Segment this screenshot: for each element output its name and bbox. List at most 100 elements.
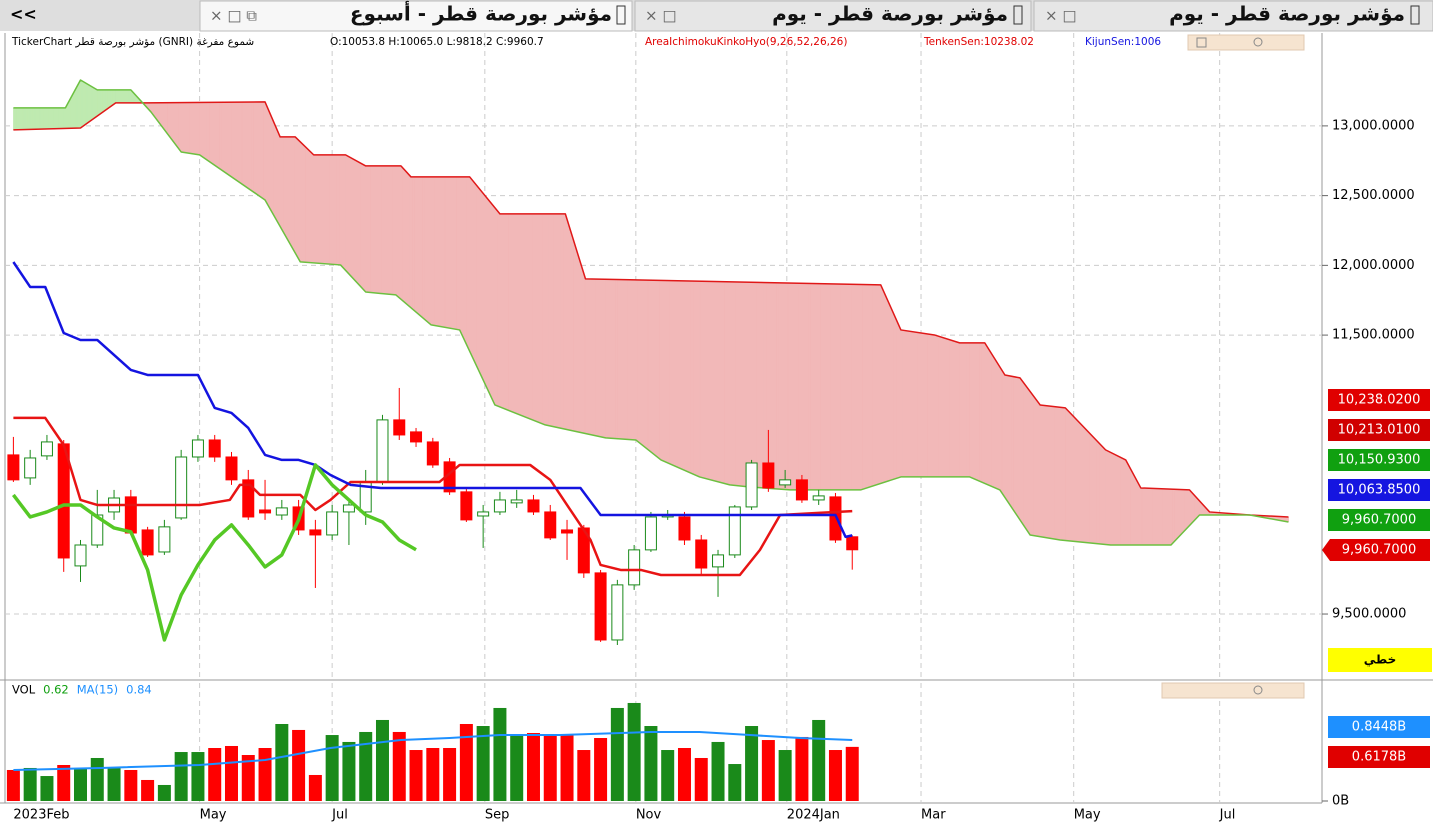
volume-bar [560, 735, 574, 801]
tab-title[interactable]: مؤشر بورصة قطر - يوم [1169, 2, 1405, 26]
volume-bar [543, 735, 557, 801]
x-tick-label: 2024Jan [787, 808, 840, 822]
price-badge-label: 9,960.7000 [1342, 543, 1416, 558]
indicator-line [13, 416, 853, 577]
volume-bar [828, 750, 842, 801]
tab-title[interactable]: مؤشر بورصة قطر - يوم [772, 2, 1008, 26]
price-badge-label: 0.8448B [1352, 720, 1406, 735]
candle-body [326, 511, 339, 536]
tab-icons[interactable]: × □ ⧉ [210, 7, 257, 25]
price-badge [1328, 389, 1430, 411]
candle-body [745, 462, 758, 508]
volume-bar [443, 748, 457, 801]
volume-bar [426, 748, 440, 801]
tab-icons[interactable]: × □ [645, 7, 677, 25]
candle-body [74, 544, 87, 567]
candle-body [24, 457, 37, 479]
volume-bar [577, 750, 591, 801]
tab[interactable] [634, 0, 1032, 32]
volume-bar [526, 733, 540, 801]
candle-body [342, 504, 355, 513]
tab-title[interactable]: مؤشر بورصة قطر - أسبوع [350, 0, 612, 26]
volume-bar [795, 736, 809, 801]
volume-bar [728, 764, 742, 801]
volume-bar [57, 764, 71, 801]
price-badge-label: 10,238.0200 [1338, 393, 1421, 408]
candle-body [40, 441, 53, 457]
price-badge-label: 9,960.7000 [1342, 513, 1416, 528]
candle-body [712, 554, 725, 568]
x-tick-label: Jul [1219, 808, 1236, 822]
candle-body [628, 549, 641, 586]
plot: 13,000.0000 12,500.0000 12,000.0000 11,500.… [0, 33, 1433, 822]
volume-bar [493, 707, 507, 801]
toolbar[interactable] [1187, 34, 1305, 51]
candle-body [510, 499, 523, 504]
volume-bar [610, 707, 624, 801]
price-badge [1328, 479, 1430, 501]
cloud-fill [13, 79, 143, 131]
tool-icon[interactable] [1196, 37, 1207, 48]
volume-bar [409, 750, 423, 801]
volume-bar [107, 767, 121, 801]
indicator: AreaIchimokuKinkoHyo(9,26,52,26,26) [645, 36, 847, 48]
candle-body [795, 479, 808, 501]
candle-body [191, 439, 204, 458]
candle-body [158, 526, 171, 553]
volume-bar [644, 726, 658, 801]
y-tick-label: 9,500.0000 [1332, 607, 1406, 622]
volume-bar [778, 750, 792, 801]
volume-bar [510, 735, 524, 801]
volume-bar [325, 735, 339, 801]
candle-body [141, 529, 154, 556]
candle-body [678, 516, 691, 541]
volume-bar [375, 719, 389, 801]
tool-icon[interactable] [1253, 37, 1263, 47]
price-badge-label: 0.6178B [1352, 750, 1406, 765]
candle-body [728, 506, 741, 556]
toolbar[interactable] [1161, 682, 1305, 699]
tool-icon[interactable] [1253, 685, 1263, 695]
volume-bar [40, 776, 54, 801]
tab-icon [1410, 5, 1420, 25]
candle-body [779, 479, 792, 486]
senkou-span-b [13, 101, 1289, 518]
candle-body [493, 499, 506, 513]
x-tick-label: Jul [331, 808, 348, 822]
volume-legend: 0.84 [126, 683, 152, 697]
volume-bar [90, 757, 104, 801]
candle-body [829, 496, 842, 541]
tab[interactable] [1033, 0, 1433, 32]
volume-bar [845, 746, 859, 801]
volume-bar [661, 750, 675, 801]
volume-bar [141, 779, 155, 801]
candle-body [208, 439, 221, 458]
candle-body [460, 491, 473, 521]
y-tick-label: 0B [1332, 794, 1349, 809]
volume-bar [73, 767, 87, 801]
x-tick-label: May [200, 808, 227, 822]
price-badge [1328, 449, 1430, 471]
candle-body [393, 419, 406, 436]
volume-bar [694, 757, 708, 801]
y-tick-label: 11,500.0000 [1332, 328, 1415, 343]
tab-icon [616, 5, 626, 25]
candle-body [410, 431, 423, 443]
candle-body [309, 529, 322, 536]
volume-bar [594, 738, 608, 801]
tab[interactable] [199, 0, 633, 32]
volume-bar [359, 731, 373, 801]
kijun-value: KijunSen:1006 [1085, 36, 1161, 48]
volume-bar [745, 726, 759, 801]
style-label[interactable]: خطي [1364, 653, 1396, 667]
style-button[interactable] [1328, 648, 1432, 672]
tab-icons[interactable]: × □ [1045, 7, 1077, 25]
price-badge-label: 10,213.0100 [1338, 423, 1421, 438]
volume-bar [6, 769, 20, 801]
volume-bar [677, 748, 691, 801]
back-button[interactable]: << [10, 5, 37, 24]
candle-body [644, 516, 657, 551]
volume-bar [191, 752, 205, 801]
indicator-line [12, 261, 853, 539]
